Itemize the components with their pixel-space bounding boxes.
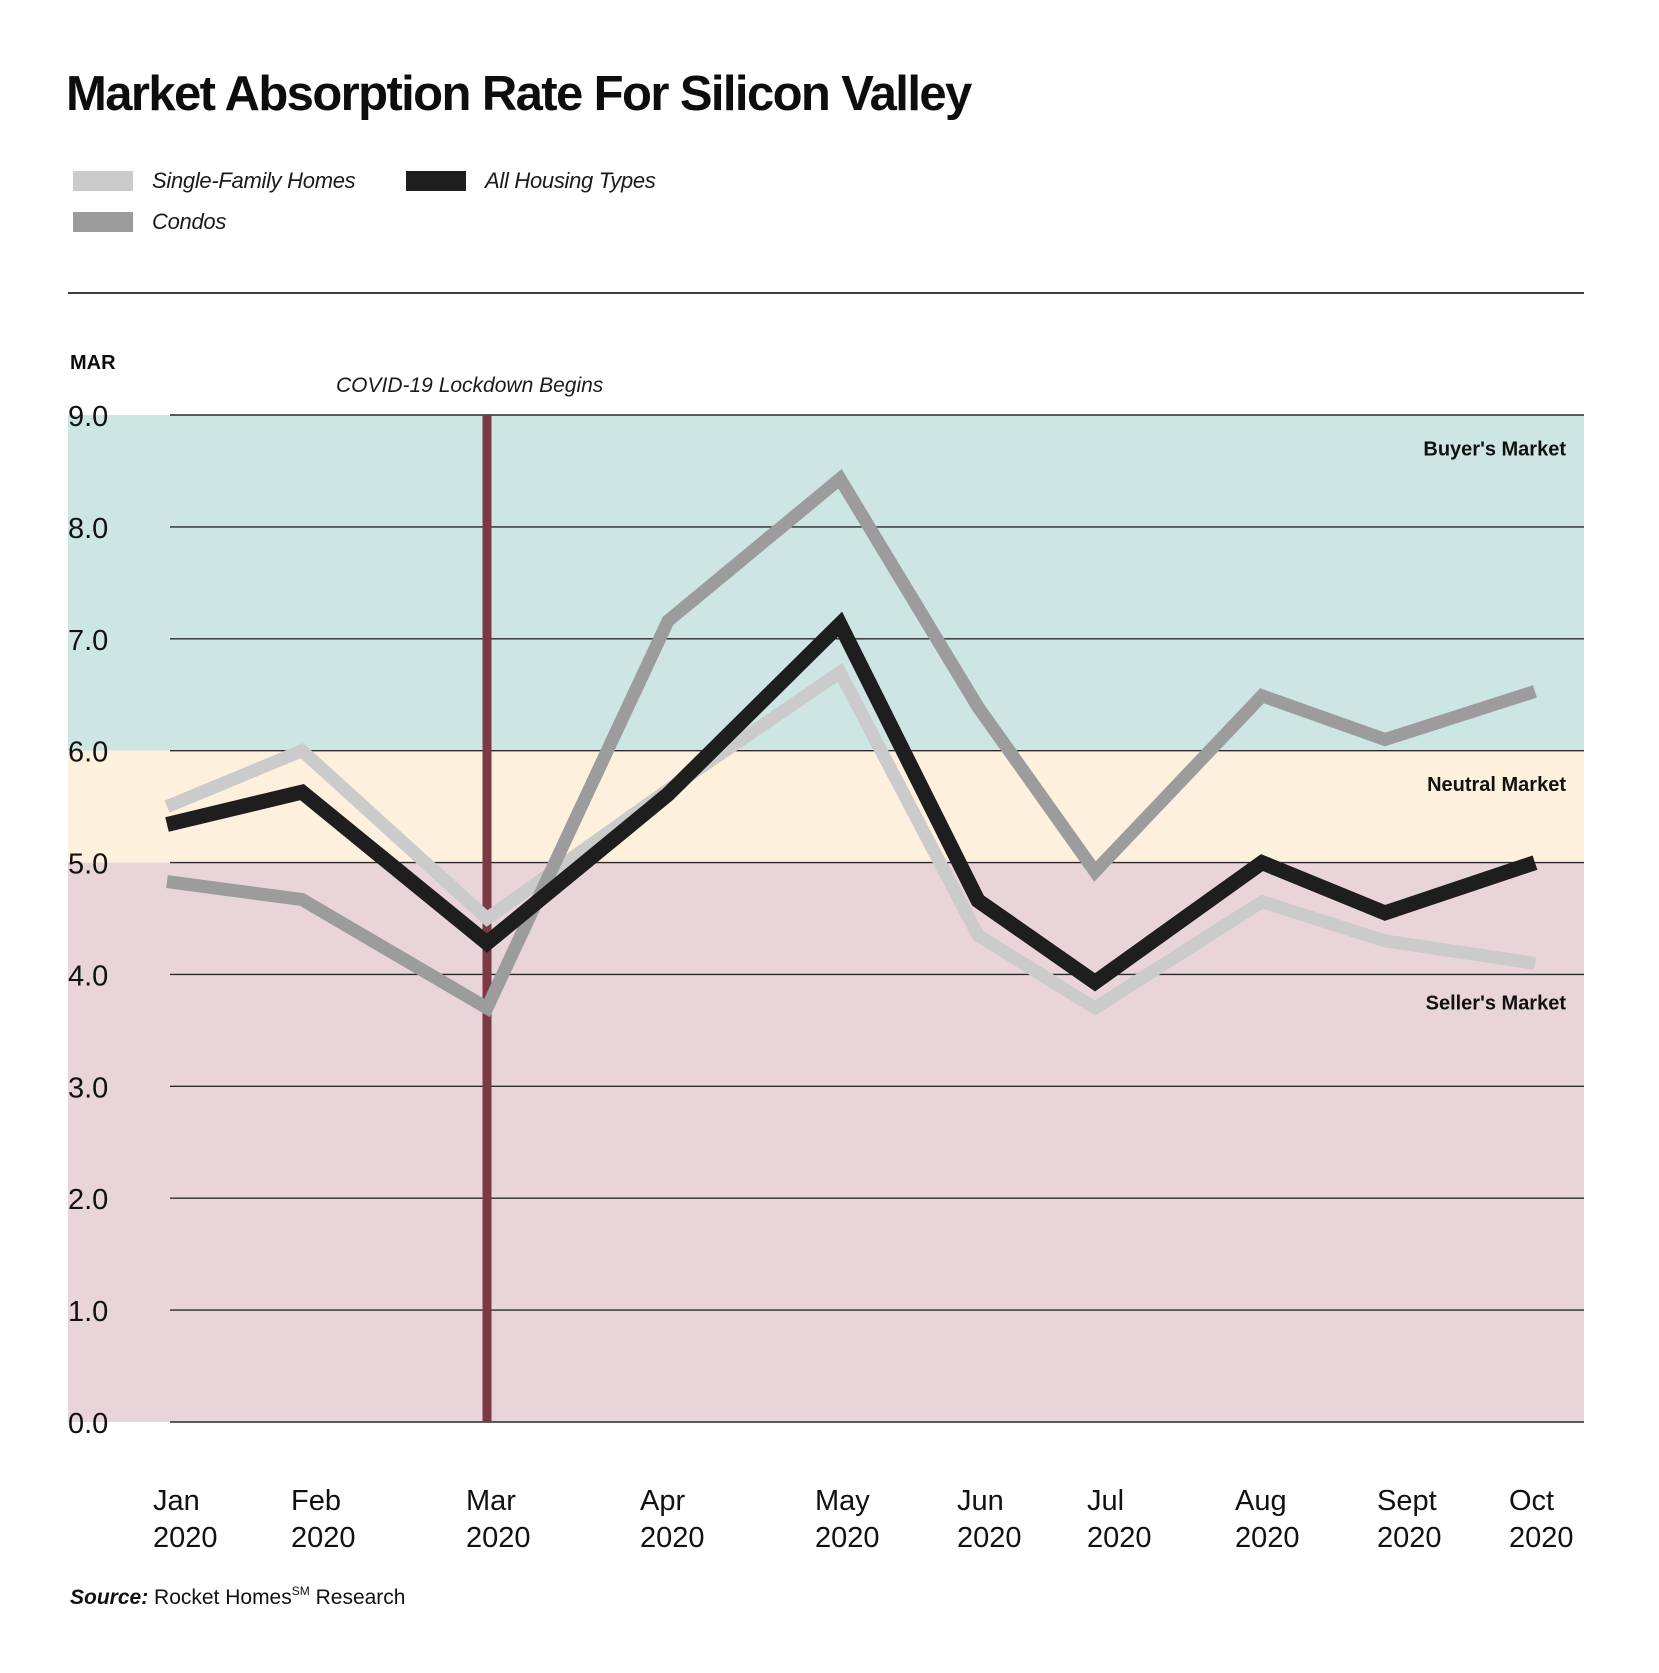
source-rest: Research — [315, 1586, 406, 1609]
x-tick-label-month: Mar — [466, 1485, 516, 1517]
source-org: Rocket Homes — [154, 1586, 292, 1609]
lockdown-annotation: COVID-19 Lockdown Begins — [336, 374, 604, 397]
neutral-market-band — [68, 750, 1584, 863]
x-tick-label-year: 2020 — [466, 1522, 531, 1554]
legend-label-condos: Condos — [152, 209, 227, 234]
header-divider — [68, 292, 1584, 294]
x-tick-label-year: 2020 — [1087, 1522, 1152, 1554]
x-tick-label-year: 2020 — [815, 1522, 880, 1554]
series-line-single-family — [164, 662, 1536, 1016]
chart-title: Market Absorption Rate For Silicon Valle… — [66, 67, 972, 121]
legend-label-single-family: Single-Family Homes — [152, 168, 356, 193]
x-tick-label-year: 2020 — [153, 1522, 218, 1554]
y-tick-label: 3.0 — [68, 1072, 108, 1104]
y-tick-label: 5.0 — [68, 849, 108, 881]
y-axis-label: MAR — [70, 352, 116, 374]
x-tick-label-year: 2020 — [957, 1522, 1022, 1554]
x-tick-label-month: Jun — [957, 1485, 1004, 1517]
region-label-neutral: Neutral Market — [1427, 774, 1566, 796]
legend-swatch-condos — [73, 212, 133, 232]
x-tick-label-year: 2020 — [1509, 1522, 1574, 1554]
region-label-sellers: Seller's Market — [1426, 992, 1567, 1014]
y-tick-label: 8.0 — [68, 513, 108, 545]
y-tick-label: 2.0 — [68, 1184, 108, 1216]
x-tick-label-month: Sept — [1377, 1485, 1437, 1517]
x-tick-label-month: Apr — [640, 1485, 685, 1517]
legend-swatch-single-family — [73, 171, 133, 191]
y-tick-label: 7.0 — [68, 625, 108, 657]
x-tick-label-year: 2020 — [1235, 1522, 1300, 1554]
x-tick-label-month: Jul — [1087, 1485, 1124, 1517]
y-tick-label: 4.0 — [68, 960, 108, 992]
source-key: Source: — [70, 1586, 149, 1609]
y-tick-label: 9.0 — [68, 401, 108, 433]
legend-label-all-housing: All Housing Types — [485, 168, 656, 193]
legend-item-all-housing: All Housing Types — [406, 168, 656, 193]
y-tick-label: 1.0 — [68, 1296, 108, 1328]
sellers-market-band — [68, 862, 1584, 1422]
region-label-buyers: Buyer's Market — [1423, 439, 1566, 461]
y-tick-label: 6.0 — [68, 737, 108, 769]
legend-item-condos: Condos — [73, 209, 227, 234]
x-tick-label-year: 2020 — [1377, 1522, 1442, 1554]
x-tick-label-month: Feb — [291, 1485, 341, 1517]
series-line-all-housing — [165, 611, 1538, 992]
x-tick-label-month: Oct — [1509, 1485, 1554, 1517]
x-tick-label-month: Jan — [153, 1485, 200, 1517]
source-note: Source: Rocket HomesSM Research — [70, 1584, 405, 1610]
x-tick-label-year: 2020 — [640, 1522, 705, 1554]
service-mark: SM — [291, 1584, 310, 1598]
x-tick-label-month: May — [815, 1485, 870, 1517]
x-tick-label-month: Aug — [1235, 1485, 1287, 1517]
y-tick-label: 0.0 — [68, 1408, 108, 1440]
buyers-market-band — [68, 415, 1584, 751]
series-line-condos — [166, 468, 1537, 1018]
x-tick-label-year: 2020 — [291, 1522, 356, 1554]
legend-item-single-family: Single-Family Homes — [73, 168, 356, 193]
legend-swatch-all-housing — [406, 171, 466, 191]
